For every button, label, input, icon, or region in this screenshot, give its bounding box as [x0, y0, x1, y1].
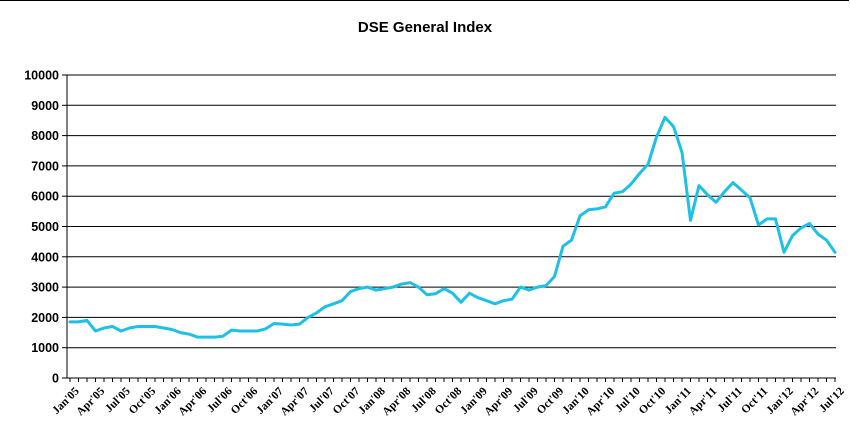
- x-tick-label: Apr'10: [584, 385, 617, 418]
- gridlines: [67, 74, 836, 349]
- x-tick-label: Oct'07: [331, 385, 363, 417]
- x-tick-label: Apr'06: [176, 385, 209, 418]
- x-tick-label: Oct'05: [127, 385, 159, 417]
- y-tick-label: 3000: [31, 281, 59, 295]
- y-tick-label: 6000: [31, 190, 59, 204]
- x-tick-label: Jul'12: [817, 385, 847, 415]
- y-tick-label: 0: [52, 372, 59, 386]
- x-tick-label: Apr'11: [687, 385, 720, 418]
- x-tick-label: Oct'10: [637, 385, 669, 417]
- x-tick-label: Oct'09: [535, 385, 567, 417]
- y-axis: 0 1000 2000 3000 4000 5000 6000 7000 8000 9000 100…: [24, 69, 68, 386]
- y-tick-label: 10000: [24, 69, 59, 83]
- y-tick-label: 1000: [31, 341, 59, 355]
- y-tick-label: 9000: [31, 99, 59, 113]
- x-tick-label: Apr'07: [278, 385, 311, 418]
- y-tick-label: 8000: [31, 129, 59, 143]
- y-tick-label: 7000: [31, 159, 59, 173]
- x-tick-label: Apr'12: [788, 385, 821, 418]
- x-tick-label: Apr'08: [380, 385, 413, 418]
- chart-title: DSE General Index: [357, 19, 493, 36]
- x-tick-label: Apr'09: [482, 385, 515, 418]
- x-tick-label: Apr'05: [74, 385, 107, 418]
- y-tick-label: 5000: [31, 220, 59, 234]
- series-line: [68, 115, 837, 339]
- x-tick-label: Oct'08: [433, 385, 465, 417]
- x-tick-label: Oct'06: [229, 385, 261, 417]
- x-axis: Jan'05Apr'05Jul'05Oct'05Jan'06Apr'06Jul'…: [50, 377, 847, 418]
- y-tick-label: 2000: [31, 311, 59, 325]
- y-tick-label: 4000: [31, 250, 59, 264]
- x-tick-label: Oct'11: [739, 385, 770, 416]
- series-group: [68, 115, 837, 339]
